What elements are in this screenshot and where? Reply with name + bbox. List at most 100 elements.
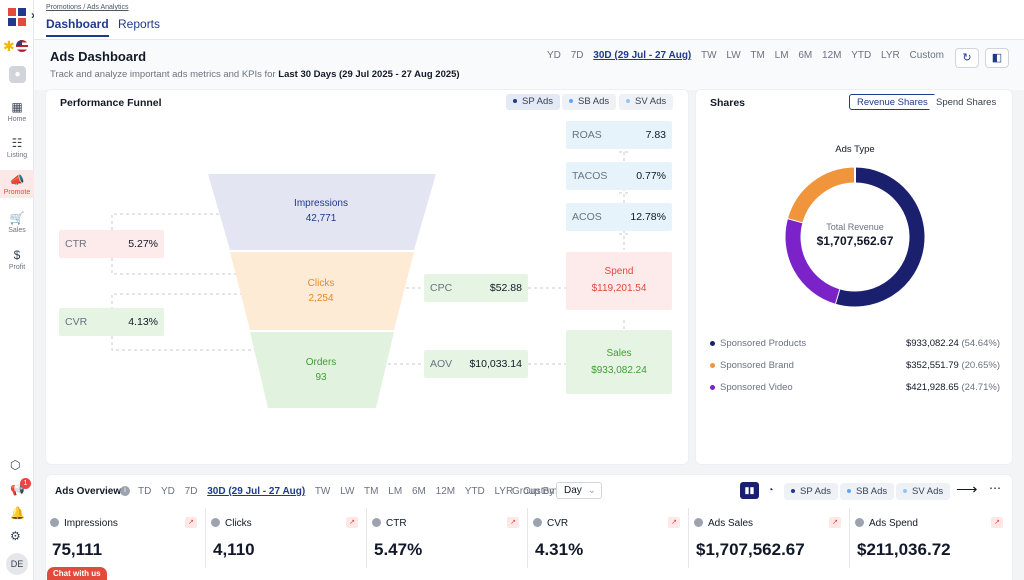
user-icon[interactable]: ● — [9, 66, 26, 83]
arrow-right-icon[interactable]: ⟶ — [956, 481, 978, 498]
trend-icon[interactable]: ↗ — [668, 517, 680, 528]
refresh-button[interactable]: ↻ — [955, 48, 979, 68]
app-logo-icon[interactable] — [6, 6, 28, 28]
walmart-spark-icon[interactable]: ✱ — [3, 38, 15, 54]
bell-icon[interactable]: 🔔 — [10, 506, 25, 520]
trend-icon[interactable]: ↗ — [346, 517, 358, 528]
ov-range-lyr[interactable]: LYR — [494, 486, 514, 497]
range-custom[interactable]: Custom — [909, 50, 944, 61]
spend-shares-toggle[interactable]: Spend Shares — [929, 95, 1004, 111]
ov-range-td[interactable]: TD — [138, 486, 152, 497]
range-yd[interactable]: YD — [547, 50, 561, 61]
group-by-select[interactable]: Day ⌄ — [556, 482, 602, 499]
chat-with-us-button[interactable]: Chat with us — [47, 567, 107, 580]
avatar[interactable]: DE — [6, 553, 28, 575]
kpi-clicks[interactable]: Clicks ↗ 4,110 — [207, 508, 367, 568]
kpi-label: CTR — [386, 518, 407, 529]
tab-dashboard[interactable]: Dashboard — [46, 17, 109, 37]
donut-slice-sponsored-brand[interactable] — [788, 167, 856, 223]
donut-slice-sponsored-products[interactable] — [835, 167, 925, 307]
legend-name: Sponsored Brand — [720, 360, 794, 371]
info-icon[interactable]: i — [120, 486, 130, 496]
us-flag-icon[interactable] — [16, 40, 28, 52]
sidebar-item-listing[interactable]: ☷ Listing — [0, 136, 34, 162]
chip-sp-ads[interactable]: SP Ads — [506, 94, 560, 110]
ov-range-lw[interactable]: LW — [340, 486, 355, 497]
kpi-ctr[interactable]: CTR ↗ 5.47% — [368, 508, 528, 568]
dot-icon — [513, 99, 517, 104]
ov-chip-sv-ads[interactable]: SV Ads — [896, 483, 951, 500]
ov-range-30d[interactable]: 30D (29 Jul - 27 Aug) — [207, 486, 306, 497]
box-icon[interactable]: ⬡ — [10, 458, 21, 472]
gear-icon[interactable]: ⚙ — [10, 529, 21, 543]
pie-chart-view-button[interactable]: ◔ — [761, 482, 780, 499]
ov-range-yd[interactable]: YD — [160, 486, 175, 497]
range-lyr[interactable]: LYR — [881, 50, 900, 61]
ov-range-7d[interactable]: 7D — [184, 486, 198, 497]
legend-dot-icon — [710, 340, 715, 346]
legend-name: Sponsored Video — [720, 382, 793, 393]
tab-reports[interactable]: Reports — [118, 17, 161, 31]
funnel-graphic — [111, 151, 629, 408]
sidebar-item-promote[interactable]: 📣 Promote — [0, 170, 34, 198]
legend-pct: (24.71%) — [961, 382, 1000, 393]
sidebar-item-profit[interactable]: $ Profit — [0, 248, 34, 274]
chip-sb-ads[interactable]: SB Ads — [562, 94, 617, 110]
revenue-shares-toggle[interactable]: Revenue Shares — [849, 94, 936, 110]
kpi-impressions[interactable]: Impressions ↗ 75,111 — [46, 508, 206, 568]
sidebar-item-sales[interactable]: 🛒 Sales — [0, 211, 34, 237]
ov-range-tw[interactable]: TW — [314, 486, 331, 497]
layout-button[interactable]: ◧ — [985, 48, 1009, 68]
kpi-status-icon — [855, 518, 864, 527]
trend-icon[interactable]: ↗ — [507, 517, 519, 528]
donut-slice-sponsored-video[interactable] — [785, 218, 840, 304]
range-12m[interactable]: 12M — [822, 50, 842, 61]
range-tw[interactable]: TW — [701, 50, 717, 61]
kpi-label: Clicks — [225, 518, 252, 529]
funnel-title: Performance Funnel — [60, 97, 162, 109]
left-rail: » ✱ ● ▦ Home ☷ Listing 📣 Promote 🛒 Sales… — [0, 0, 38, 580]
range-lm[interactable]: LM — [774, 50, 789, 61]
ov-range-12m[interactable]: 12M — [435, 486, 456, 497]
chip-sv-ads[interactable]: SV Ads — [619, 94, 674, 110]
ov-chip-sp-ads[interactable]: SP Ads — [784, 483, 838, 500]
ov-range-lm[interactable]: LM — [388, 486, 403, 497]
ov-chip-sb-ads[interactable]: SB Ads — [840, 483, 895, 500]
funnel-stage-clicks — [230, 252, 414, 330]
trend-icon[interactable]: ↗ — [185, 517, 197, 528]
ads-type-donut-chart — [785, 167, 925, 307]
ov-range-custom[interactable]: Custom — [522, 486, 558, 497]
ov-range-tm[interactable]: TM — [364, 486, 379, 497]
breadcrumb[interactable]: Promotions / Ads Analytics — [46, 4, 129, 11]
range-ytd[interactable]: YTD — [851, 50, 872, 61]
range-30d[interactable]: 30D (29 Jul - 27 Aug) — [593, 50, 692, 61]
sidebar-item-label: Listing — [6, 152, 28, 159]
ov-range-6m[interactable]: 6M — [411, 486, 426, 497]
chip-label: SB Ads — [578, 96, 610, 107]
ov-range-ytd[interactable]: YTD — [464, 486, 485, 497]
trend-icon[interactable]: ↗ — [829, 517, 841, 528]
sidebar-item-home[interactable]: ▦ Home — [0, 100, 34, 126]
bar-chart-view-button[interactable]: ▮▮ — [740, 482, 759, 499]
kpi-ads-spend[interactable]: Ads Spend ↗ $211,036.72 — [851, 508, 1011, 568]
range-6m[interactable]: 6M — [798, 50, 813, 61]
kpi-value: 4,110 — [213, 540, 255, 559]
aov-metric: AOV $10,033.14 — [424, 350, 528, 378]
kpi-ads-sales[interactable]: Ads Sales ↗ $1,707,562.67 — [690, 508, 850, 568]
trend-icon[interactable]: ↗ — [991, 517, 1003, 528]
overview-range-selector: TD YD 7D 30D (29 Jul - 27 Aug) TW LW TM … — [138, 486, 564, 497]
dot-icon — [903, 489, 907, 494]
range-tm[interactable]: TM — [750, 50, 765, 61]
top-bar: Promotions / Ads Analytics Dashboard Rep… — [34, 0, 1024, 40]
group-by-value: Day — [564, 485, 582, 496]
kpi-cvr[interactable]: CVR ↗ 4.31% — [529, 508, 689, 568]
range-7d[interactable]: 7D — [570, 50, 584, 61]
layout-icon: ◧ — [991, 52, 1003, 64]
kpi-value: $211,036.72 — [857, 540, 951, 559]
range-lw[interactable]: LW — [726, 50, 741, 61]
overview-title: Ads Overview — [55, 486, 122, 497]
chip-label: SP Ads — [522, 96, 553, 107]
kpi-label: Ads Spend — [869, 518, 918, 529]
metric-value: 7.83 — [645, 129, 666, 141]
more-options-icon[interactable]: ⋯ — [989, 481, 1001, 495]
